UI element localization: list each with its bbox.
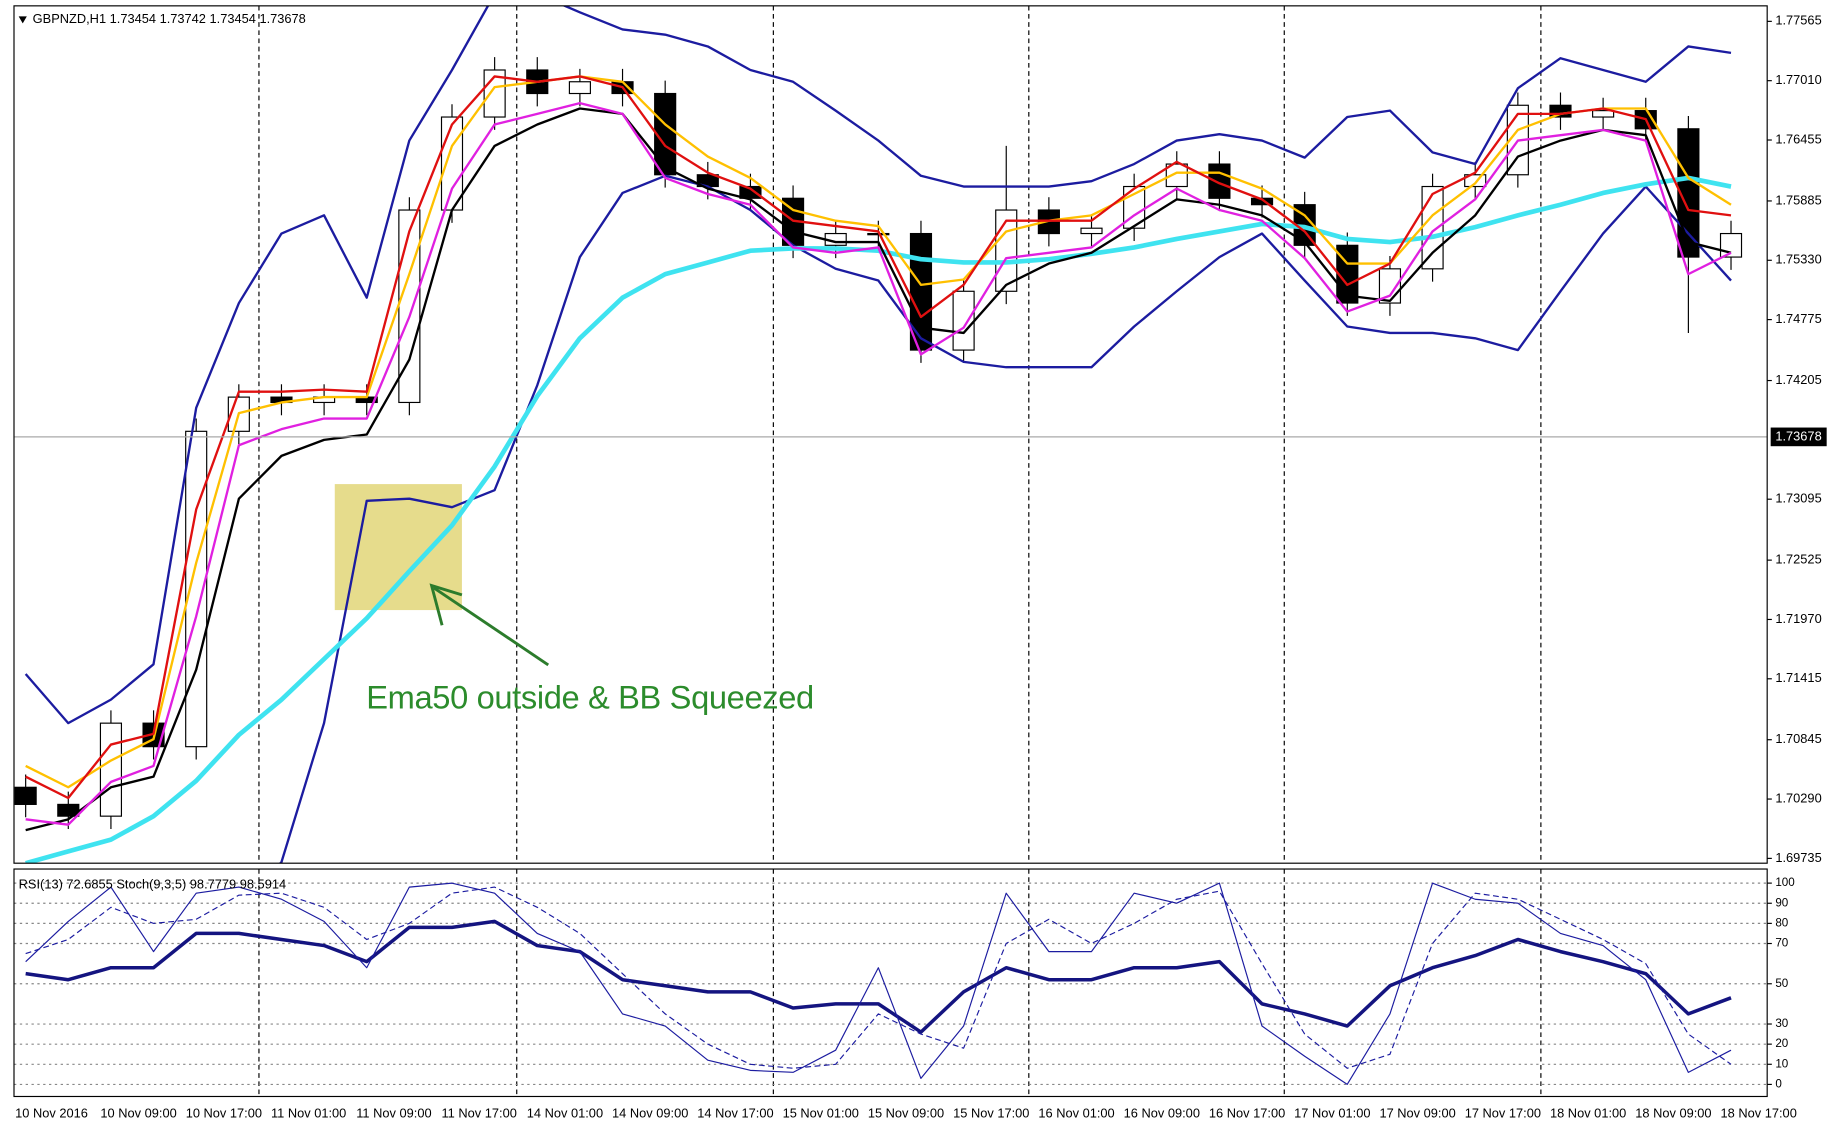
y-tick-label: 1.72525: [1775, 552, 1821, 567]
current-price-label: 1.73678: [1775, 428, 1821, 443]
indicator-frame: [13, 868, 1768, 1098]
y-tick-label: 1.70290: [1775, 790, 1821, 805]
annotation: Ema50 outside & BB Squeezed: [366, 679, 814, 716]
candle-body: [440, 116, 464, 211]
x-tick-label: 15 Nov 17:00: [953, 1105, 1029, 1120]
y-tick-label: 1.70845: [1775, 731, 1821, 746]
indicator-line: [25, 75, 1732, 800]
x-tick-label: 11 Nov 09:00: [356, 1105, 431, 1120]
candle-body: [1549, 104, 1572, 118]
indicator-line: [25, 919, 1732, 1034]
x-tick-label: 11 Nov 17:00: [442, 1105, 517, 1120]
candle-body: [1080, 227, 1103, 235]
x-tick-label: 15 Nov 09:00: [868, 1105, 944, 1120]
indicator-line: [25, 175, 1732, 864]
candle-body: [909, 232, 933, 351]
candle-body: [185, 430, 208, 748]
x-tick-label: 16 Nov 01:00: [1038, 1105, 1114, 1120]
indicator-line: [25, 882, 1732, 1085]
indicator-line: [278, 174, 1732, 864]
x-tick-label: 18 Nov 17:00: [1721, 1105, 1797, 1120]
arrow-head: [429, 583, 463, 626]
x-tick-label: 15 Nov 01:00: [783, 1105, 859, 1120]
y-tick-label: 1.69735: [1775, 850, 1821, 865]
y-tick-label: 1.71970: [1775, 611, 1821, 626]
overlay: GBPNZD,H1 1.73454 1.73742 1.73454 1.7367…: [13, 5, 1827, 1120]
x-tick-label: 17 Nov 01:00: [1294, 1105, 1370, 1120]
x-tick-label: 10 Nov 2016: [15, 1105, 88, 1120]
y-tick-label: 1.74205: [1775, 372, 1821, 387]
y-tick-label: 1.75885: [1775, 192, 1821, 207]
symbol-header: GBPNZD,H1 1.73454 1.73742 1.73454 1.7367…: [33, 11, 306, 26]
x-tick-label: 17 Nov 09:00: [1379, 1105, 1455, 1120]
indicator-header: RSI(13) 72.6855 Stoch(9,3,5) 98.7779 98.…: [19, 877, 286, 892]
highlight-box: [334, 484, 462, 611]
candle-body: [952, 290, 975, 351]
y-tick-label: 30: [1775, 1017, 1788, 1030]
y-tick-label: 1.71415: [1775, 670, 1821, 685]
x-tick-label: 18 Nov 09:00: [1635, 1105, 1711, 1120]
candle-body: [1421, 185, 1444, 270]
y-tick-label: 70: [1775, 937, 1788, 950]
x-tick-label: 10 Nov 09:00: [100, 1105, 176, 1120]
x-tick-label: 17 Nov 17:00: [1465, 1105, 1541, 1120]
x-tick-label: 16 Nov 17:00: [1209, 1105, 1285, 1120]
candle-body: [1165, 163, 1188, 188]
y-tick-label: 1.77565: [1775, 13, 1821, 28]
y-tick-label: 0: [1775, 1077, 1782, 1090]
indicator-line: [25, 886, 1732, 1069]
x-tick-label: 10 Nov 17:00: [186, 1105, 262, 1120]
y-tick-label: 90: [1775, 896, 1788, 909]
candle-body: [1592, 110, 1615, 118]
y-tick-label: 50: [1775, 977, 1788, 990]
candle-body: [1208, 163, 1231, 199]
x-tick-label: 14 Nov 01:00: [527, 1105, 603, 1120]
y-tick-label: 1.73095: [1775, 491, 1821, 506]
x-tick-label: 14 Nov 17:00: [697, 1105, 773, 1120]
menu-triangle[interactable]: [18, 16, 27, 24]
arrow-shaft: [433, 586, 550, 667]
day-separators: [258, 869, 1542, 1097]
y-tick-label: 1.74775: [1775, 311, 1821, 326]
price-frame: [13, 5, 1768, 864]
y-tick-label: 10: [1775, 1057, 1788, 1070]
price-panel: [13, 5, 1768, 864]
x-tick-label: 18 Nov 01:00: [1550, 1105, 1626, 1120]
current-price-box: [1770, 427, 1827, 447]
y-tick-label: 1.77010: [1775, 72, 1821, 87]
indicator-line: [25, 75, 1732, 789]
y-tick-label: 1.75330: [1775, 252, 1821, 267]
candle-body: [568, 81, 591, 95]
x-tick-label: 16 Nov 09:00: [1124, 1105, 1200, 1120]
candle-body: [99, 722, 123, 817]
x-tick-label: 11 Nov 01:00: [271, 1105, 346, 1120]
indicator-line: [24, 5, 1732, 725]
y-tick-label: 80: [1775, 916, 1788, 929]
candle-body: [14, 786, 37, 805]
y-tick-label: 20: [1775, 1037, 1788, 1050]
y-tick-label: 1.76455: [1775, 131, 1821, 146]
indicator-line: [25, 101, 1732, 826]
indicator-line: [25, 107, 1732, 832]
candle-body: [1464, 174, 1487, 188]
x-tick-label: 14 Nov 09:00: [612, 1105, 688, 1120]
candle-body: [1677, 128, 1700, 258]
indicator-panel: [13, 869, 1768, 1097]
y-tick-label: 100: [1775, 876, 1795, 889]
